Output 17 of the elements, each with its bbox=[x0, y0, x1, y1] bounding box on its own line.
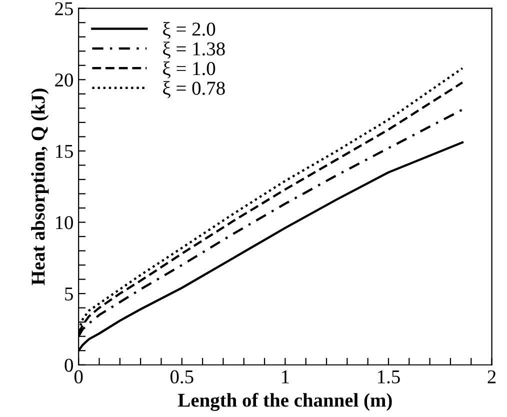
x-tick-label: 1.5 bbox=[378, 370, 400, 384]
y-tick-label: 0 bbox=[64, 358, 73, 372]
y-axis-title: Heat absorption, Q (kJ) bbox=[31, 88, 49, 286]
x-tick-label: 0 bbox=[74, 370, 83, 384]
legend-label: ξ = 0.78 bbox=[163, 81, 225, 98]
x-tick-label: 1 bbox=[282, 370, 289, 384]
y-tick-label: 5 bbox=[65, 288, 73, 301]
x-tick-label: 2 bbox=[488, 370, 496, 384]
x-axis-title: Length of the channel (m) bbox=[178, 392, 392, 411]
y-tick-label: 15 bbox=[56, 144, 73, 158]
y-tick-label: 10 bbox=[56, 216, 73, 230]
legend-label: ξ = 1.38 bbox=[163, 42, 225, 59]
y-tick-label: 20 bbox=[55, 73, 73, 87]
y-tick-label: 25 bbox=[55, 2, 73, 16]
legend-label: ξ = 2.0 bbox=[163, 22, 216, 39]
legend-label: ξ = 1.0 bbox=[163, 61, 216, 78]
x-tick-label: 0.5 bbox=[170, 370, 194, 384]
